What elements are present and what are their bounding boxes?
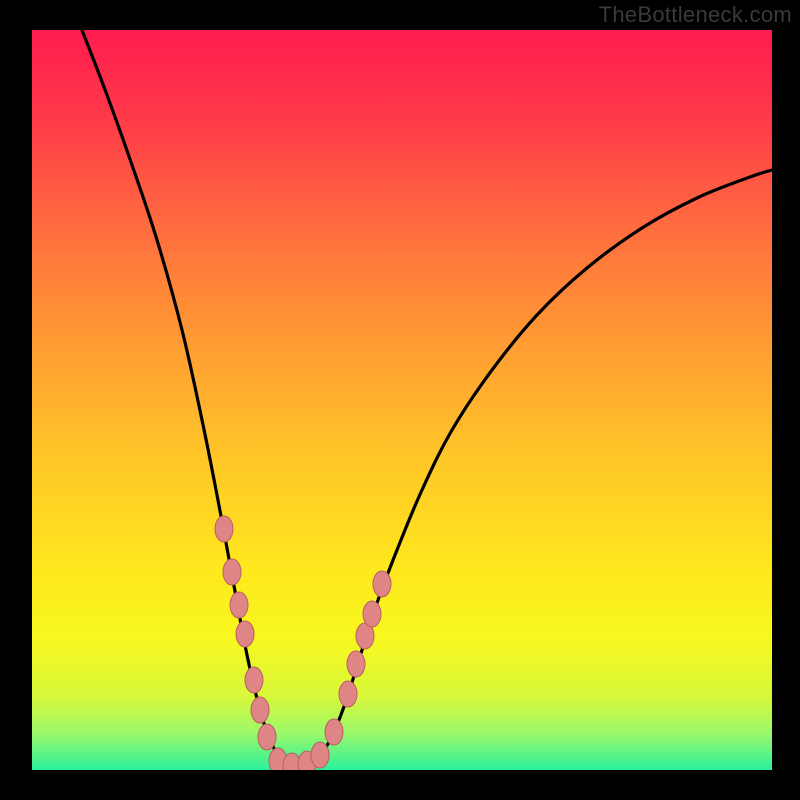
data-marker xyxy=(363,601,381,627)
watermark-text: TheBottleneck.com xyxy=(599,2,792,28)
data-marker xyxy=(339,681,357,707)
data-marker xyxy=(373,571,391,597)
data-marker xyxy=(223,559,241,585)
data-marker xyxy=(258,724,276,750)
data-marker xyxy=(347,651,365,677)
data-marker xyxy=(325,719,343,745)
data-marker xyxy=(245,667,263,693)
data-marker xyxy=(236,621,254,647)
data-marker xyxy=(230,592,248,618)
data-marker xyxy=(251,697,269,723)
chart-frame: TheBottleneck.com xyxy=(0,0,800,800)
plot-area xyxy=(32,30,772,770)
bottleneck-curve xyxy=(82,30,772,766)
curve-layer xyxy=(32,30,772,770)
data-marker xyxy=(311,742,329,768)
data-marker xyxy=(215,516,233,542)
